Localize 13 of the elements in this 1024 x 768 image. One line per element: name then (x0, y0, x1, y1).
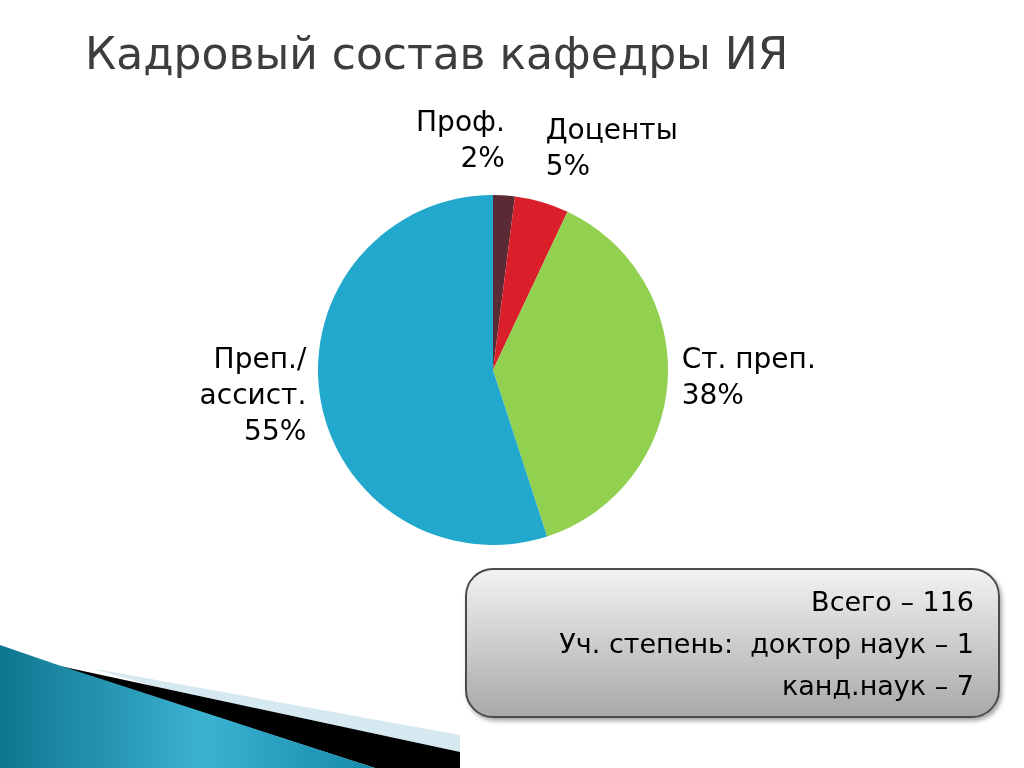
data-label: 2% (460, 141, 505, 175)
slice-label: Доценты (545, 112, 678, 146)
pie-slice (493, 196, 568, 370)
note-box: Всего – 116 Уч. степень: доктор наук – 1 канд.наук – 7 (465, 568, 1000, 718)
data-label: 55% (244, 413, 307, 447)
slice-label: Ст. преп. (681, 341, 816, 375)
data-label: 5% (545, 148, 591, 182)
pie-slice (493, 211, 668, 537)
slice-label: Проф. (416, 105, 505, 139)
chart-title: Кадровый состав кафедры ИЯ (85, 28, 789, 79)
pie-slice (318, 195, 548, 545)
slice-label: Преп./ ассист. (199, 341, 307, 411)
data-label: 38% (681, 377, 744, 411)
